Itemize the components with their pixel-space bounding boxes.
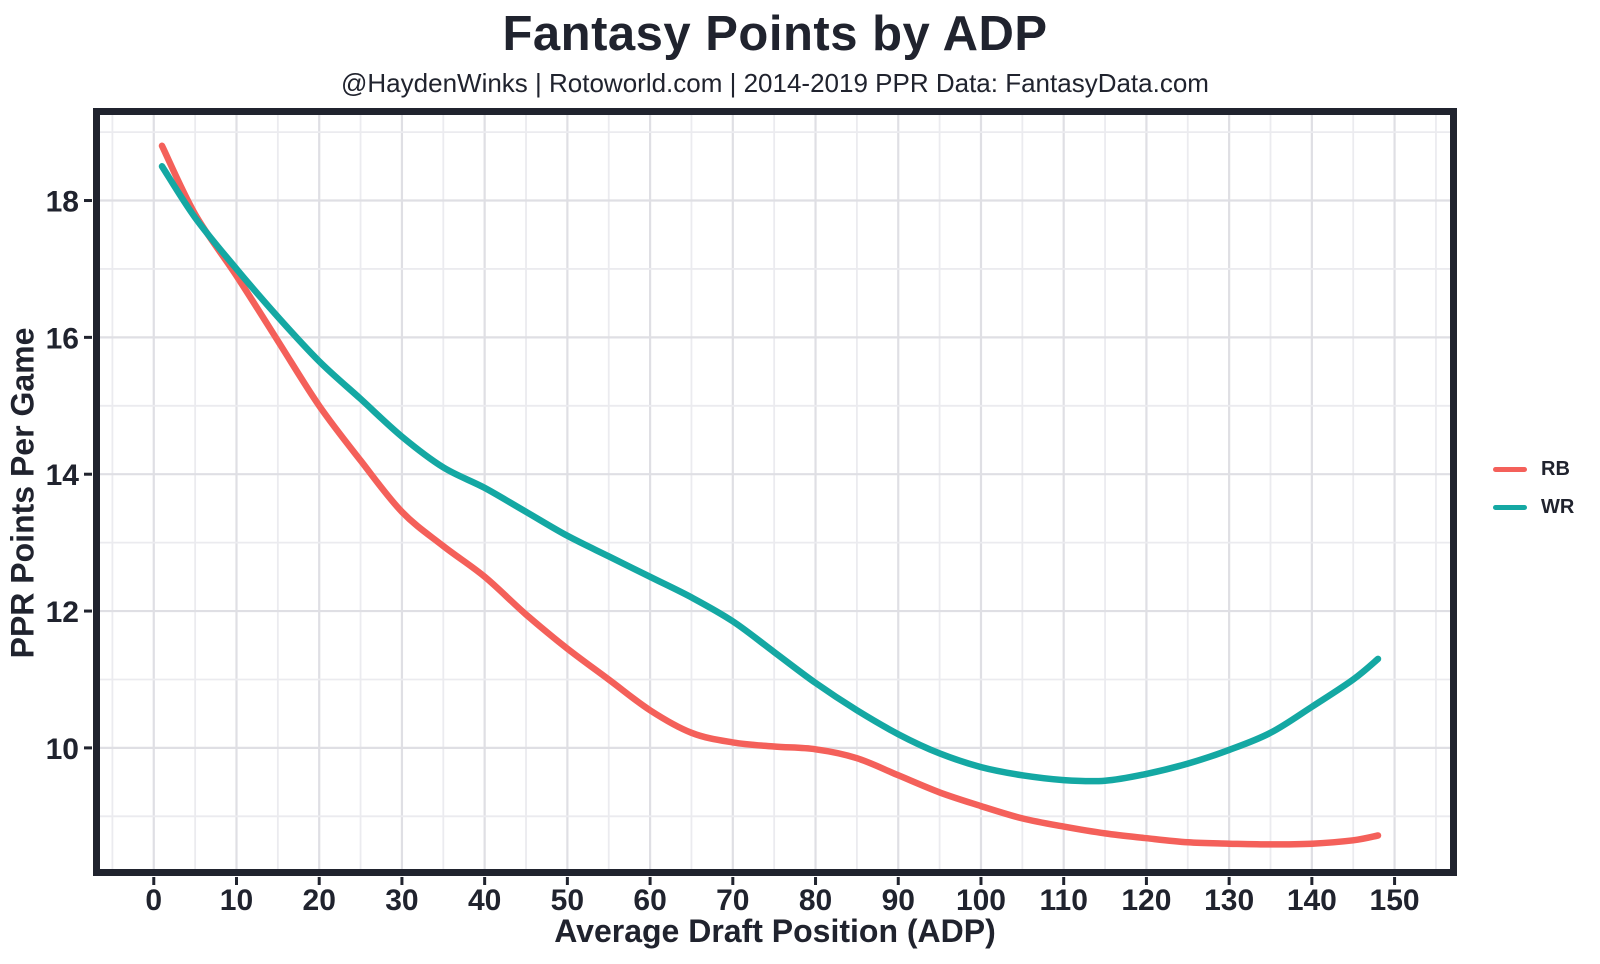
legend-label-rb: RB bbox=[1541, 457, 1570, 480]
x-tick-label: 60 bbox=[633, 884, 666, 917]
y-tick-label: 10 bbox=[46, 733, 79, 766]
legend-item-rb: RB bbox=[1493, 457, 1574, 480]
x-tick-label: 130 bbox=[1204, 884, 1254, 917]
y-tick-label: 16 bbox=[46, 322, 79, 355]
chart-title: Fantasy Points by ADP bbox=[502, 7, 1048, 61]
x-tick-label: 150 bbox=[1370, 884, 1420, 917]
x-tick-label: 10 bbox=[220, 884, 253, 917]
legend: RB WR bbox=[1493, 457, 1575, 518]
x-tick-label: 80 bbox=[799, 884, 832, 917]
x-tick-label: 0 bbox=[145, 884, 162, 917]
rb-line bbox=[158, 142, 1382, 848]
wr-line bbox=[158, 163, 1382, 785]
x-tick-label: 100 bbox=[956, 884, 1006, 917]
gridlines bbox=[100, 115, 1450, 869]
x-tick-label: 110 bbox=[1039, 884, 1087, 917]
y-axis-title: PPR Points Per Game bbox=[4, 327, 41, 659]
x-tick-label: 30 bbox=[385, 884, 418, 917]
x-axis-title: Average Draft Position (ADP) bbox=[554, 913, 996, 949]
y-tick-label: 18 bbox=[46, 186, 79, 219]
x-tick-label: 140 bbox=[1287, 884, 1337, 917]
panel-border bbox=[93, 108, 1457, 876]
x-tick-label: 90 bbox=[882, 884, 915, 917]
axis-ticks-and-labels: 0 10 20 30 40 50 60 70 80 90 100 110 120 130 140 150 10 1… bbox=[46, 186, 1420, 917]
y-tick-label: 12 bbox=[46, 596, 79, 629]
legend-item-wr: WR bbox=[1493, 495, 1575, 518]
legend-label-wr: WR bbox=[1541, 495, 1575, 518]
chart-subtitle: @HaydenWinks | Rotoworld.com | 2014-2019… bbox=[341, 68, 1209, 98]
y-tick-label: 14 bbox=[46, 459, 80, 492]
wr-line-swatch-icon bbox=[1493, 504, 1527, 510]
title-block: Fantasy Points by ADP @HaydenWinks | Rot… bbox=[0, 0, 1550, 99]
x-tick-label: 40 bbox=[468, 884, 501, 917]
series-lines bbox=[158, 142, 1382, 848]
x-tick-label: 120 bbox=[1121, 884, 1171, 917]
x-tick-label: 70 bbox=[716, 884, 749, 917]
rb-line-swatch-icon bbox=[1493, 466, 1527, 472]
x-tick-label: 50 bbox=[551, 884, 584, 917]
x-tick-label: 20 bbox=[303, 884, 336, 917]
